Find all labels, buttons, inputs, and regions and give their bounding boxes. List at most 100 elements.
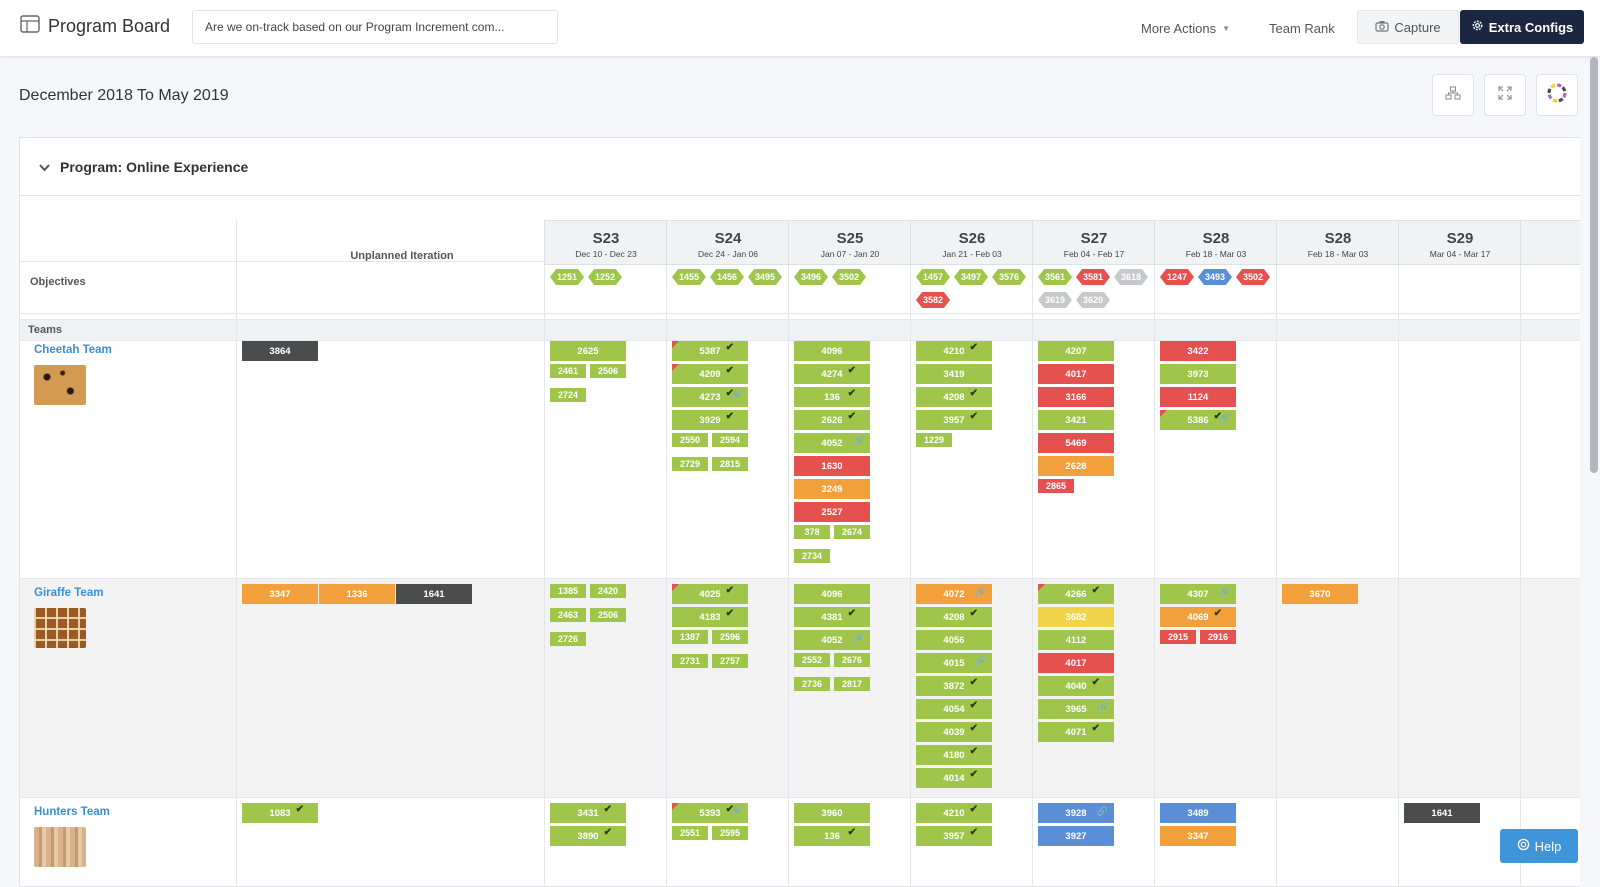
work-item-card[interactable]: 2865 bbox=[1038, 479, 1074, 493]
work-item-card[interactable]: 4040 ✔ bbox=[1038, 676, 1114, 696]
work-item-card[interactable]: 3872 ✔ bbox=[916, 676, 992, 696]
work-item-card[interactable]: 4208 ✔ bbox=[916, 387, 992, 407]
work-item-card[interactable]: 1387 bbox=[672, 630, 708, 644]
work-item-card[interactable]: 3249 bbox=[794, 479, 870, 499]
objective-badge[interactable]: 3620 bbox=[1076, 292, 1110, 308]
work-item-card[interactable]: 5393 ✔ 🔗 bbox=[672, 803, 748, 823]
work-item-card[interactable]: 4210 ✔ bbox=[916, 341, 992, 361]
objective-badge[interactable]: 1455 bbox=[672, 269, 706, 285]
work-item-card[interactable]: 2628 bbox=[1038, 456, 1114, 476]
work-item-card[interactable]: 1641 bbox=[1404, 803, 1480, 823]
work-item-card[interactable]: 4266 ✔ bbox=[1038, 584, 1114, 604]
work-item-card[interactable]: 2463 bbox=[550, 608, 586, 622]
work-item-card[interactable]: 3670 bbox=[1282, 584, 1358, 604]
work-item-card[interactable]: 2596 bbox=[712, 630, 748, 644]
work-item-card[interactable]: 378 bbox=[794, 525, 830, 539]
work-item-card[interactable]: 4183 ✔ bbox=[672, 607, 748, 627]
work-item-card[interactable]: 4096 bbox=[794, 341, 870, 361]
work-item-card[interactable]: 4210 ✔ bbox=[916, 803, 992, 823]
work-item-card[interactable]: 3166 bbox=[1038, 387, 1114, 407]
brand[interactable]: Program Board bbox=[20, 15, 170, 38]
work-item-card[interactable]: 136 ✔ bbox=[794, 387, 870, 407]
iteration-header[interactable]: S24 Dec 24 - Jan 06 bbox=[666, 220, 790, 265]
work-item-card[interactable]: 4052 🔗 bbox=[794, 433, 870, 453]
objective-badge[interactable]: 3582 bbox=[916, 292, 950, 308]
objective-badge[interactable]: 3496 bbox=[794, 269, 828, 285]
objective-badge[interactable]: 3493 bbox=[1198, 269, 1232, 285]
work-item-card[interactable]: 3965 🔗 bbox=[1038, 699, 1114, 719]
work-item-card[interactable]: 1124 bbox=[1160, 387, 1236, 407]
work-item-card[interactable]: 1336 bbox=[319, 584, 395, 604]
work-item-card[interactable]: 4054 ✔ bbox=[916, 699, 992, 719]
hierarchy-view-button[interactable] bbox=[1432, 74, 1474, 116]
work-item-card[interactable]: 3431 ✔ bbox=[550, 803, 626, 823]
team-name-link[interactable]: Cheetah Team bbox=[34, 344, 112, 356]
work-item-card[interactable]: 2625 bbox=[550, 341, 626, 361]
work-item-card[interactable]: 2726 bbox=[550, 632, 586, 646]
vertical-scrollbar[interactable] bbox=[1590, 57, 1598, 473]
work-item-card[interactable]: 3682 bbox=[1038, 607, 1114, 627]
work-item-card[interactable]: 1229 bbox=[916, 433, 952, 447]
work-item-card[interactable]: 3422 bbox=[1160, 341, 1236, 361]
extra-configs-button[interactable]: Extra Configs bbox=[1460, 10, 1584, 44]
work-item-card[interactable]: 2674 bbox=[834, 525, 870, 539]
work-item-card[interactable]: 4069 ✔ bbox=[1160, 607, 1236, 627]
iteration-header[interactable]: S27 Feb 04 - Feb 17 bbox=[1032, 220, 1156, 265]
work-item-card[interactable]: 3957 ✔ bbox=[916, 826, 992, 846]
work-item-card[interactable]: 4015 🔗 bbox=[916, 653, 992, 673]
work-item-card[interactable]: 3347 bbox=[1160, 826, 1236, 846]
work-item-card[interactable]: 4072 🔗 bbox=[916, 584, 992, 604]
program-header[interactable]: Program: Online Experience bbox=[20, 138, 1580, 196]
work-item-card[interactable]: 2915 bbox=[1160, 630, 1196, 644]
work-item-card[interactable]: 2729 bbox=[672, 457, 708, 471]
more-actions-menu[interactable]: More Actions ▼ bbox=[1141, 0, 1230, 56]
objective-badge[interactable]: 1251 bbox=[550, 269, 584, 285]
objective-badge[interactable]: 3618 bbox=[1114, 269, 1148, 285]
work-item-card[interactable]: 4025 ✔ bbox=[672, 584, 748, 604]
search-input[interactable] bbox=[192, 10, 558, 44]
work-item-card[interactable]: 4209 ✔ bbox=[672, 364, 748, 384]
work-item-card[interactable]: 2506 bbox=[590, 364, 626, 378]
work-item-card[interactable]: 2552 bbox=[794, 653, 830, 667]
work-item-card[interactable]: 3973 bbox=[1160, 364, 1236, 384]
work-item-card[interactable]: 4273 ✔ 🔗 bbox=[672, 387, 748, 407]
chevron-down-icon[interactable] bbox=[39, 159, 50, 177]
work-item-card[interactable]: 4096 bbox=[794, 584, 870, 604]
work-item-card[interactable]: 2731 bbox=[672, 654, 708, 668]
work-item-card[interactable]: 3929 ✔ bbox=[672, 410, 748, 430]
iteration-header[interactable]: S23 Dec 10 - Dec 23 bbox=[544, 220, 668, 265]
work-item-card[interactable]: 4180 ✔ bbox=[916, 745, 992, 765]
work-item-card[interactable]: 3489 bbox=[1160, 803, 1236, 823]
work-item-card[interactable]: 2736 bbox=[794, 677, 830, 691]
work-item-card[interactable]: 4208 ✔ bbox=[916, 607, 992, 627]
work-item-card[interactable]: 4307 🔗 bbox=[1160, 584, 1236, 604]
work-item-card[interactable]: 4014 ✔ bbox=[916, 768, 992, 788]
work-item-card[interactable]: 2817 bbox=[834, 677, 870, 691]
objective-badge[interactable]: 3502 bbox=[1236, 269, 1270, 285]
work-item-card[interactable]: 2506 bbox=[590, 608, 626, 622]
work-item-card[interactable]: 1385 bbox=[550, 584, 586, 598]
work-item-card[interactable]: 3957 ✔ bbox=[916, 410, 992, 430]
work-item-card[interactable]: 2815 bbox=[712, 457, 748, 471]
work-item-card[interactable]: 2527 bbox=[794, 502, 870, 522]
work-item-card[interactable]: 3960 bbox=[794, 803, 870, 823]
work-item-card[interactable]: 3928 🔗 bbox=[1038, 803, 1114, 823]
work-item-card[interactable]: 3347 bbox=[242, 584, 318, 604]
work-item-card[interactable]: 2551 bbox=[672, 826, 708, 840]
work-item-card[interactable]: 4052 🔗 bbox=[794, 630, 870, 650]
work-item-card[interactable]: 2461 bbox=[550, 364, 586, 378]
objective-badge[interactable]: 3502 bbox=[832, 269, 866, 285]
work-item-card[interactable]: 3864 bbox=[242, 341, 318, 361]
work-item-card[interactable]: 3890 ✔ bbox=[550, 826, 626, 846]
work-item-card[interactable]: 3421 bbox=[1038, 410, 1114, 430]
work-item-card[interactable]: 3927 bbox=[1038, 826, 1114, 846]
work-item-card[interactable]: 5386 ✔ 🔗 bbox=[1160, 410, 1236, 430]
objective-badge[interactable]: 3576 bbox=[992, 269, 1026, 285]
work-item-card[interactable]: 2734 bbox=[794, 549, 830, 563]
work-item-card[interactable]: 4017 bbox=[1038, 364, 1114, 384]
work-item-card[interactable]: 2676 bbox=[834, 653, 870, 667]
work-item-card[interactable]: 2916 bbox=[1200, 630, 1236, 644]
objective-badge[interactable]: 3561 bbox=[1038, 269, 1072, 285]
work-item-card[interactable]: 4381 ✔ bbox=[794, 607, 870, 627]
work-item-card[interactable]: 1083 ✔ bbox=[242, 803, 318, 823]
